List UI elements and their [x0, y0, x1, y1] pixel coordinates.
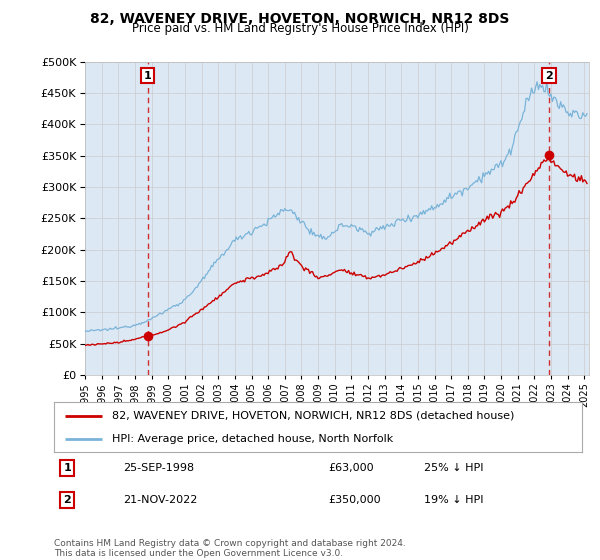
Text: £350,000: £350,000: [329, 495, 381, 505]
Text: 2: 2: [545, 71, 553, 81]
Text: 82, WAVENEY DRIVE, HOVETON, NORWICH, NR12 8DS: 82, WAVENEY DRIVE, HOVETON, NORWICH, NR1…: [91, 12, 509, 26]
Text: 25% ↓ HPI: 25% ↓ HPI: [424, 463, 483, 473]
Text: 82, WAVENEY DRIVE, HOVETON, NORWICH, NR12 8DS (detached house): 82, WAVENEY DRIVE, HOVETON, NORWICH, NR1…: [112, 410, 514, 421]
Text: 21-NOV-2022: 21-NOV-2022: [122, 495, 197, 505]
Text: 19% ↓ HPI: 19% ↓ HPI: [424, 495, 483, 505]
Text: 1: 1: [144, 71, 151, 81]
Text: HPI: Average price, detached house, North Norfolk: HPI: Average price, detached house, Nort…: [112, 433, 394, 444]
Text: Contains HM Land Registry data © Crown copyright and database right 2024.
This d: Contains HM Land Registry data © Crown c…: [54, 539, 406, 558]
Text: £63,000: £63,000: [329, 463, 374, 473]
Text: 25-SEP-1998: 25-SEP-1998: [122, 463, 194, 473]
Text: 1: 1: [64, 463, 71, 473]
Text: Price paid vs. HM Land Registry's House Price Index (HPI): Price paid vs. HM Land Registry's House …: [131, 22, 469, 35]
Text: 2: 2: [64, 495, 71, 505]
